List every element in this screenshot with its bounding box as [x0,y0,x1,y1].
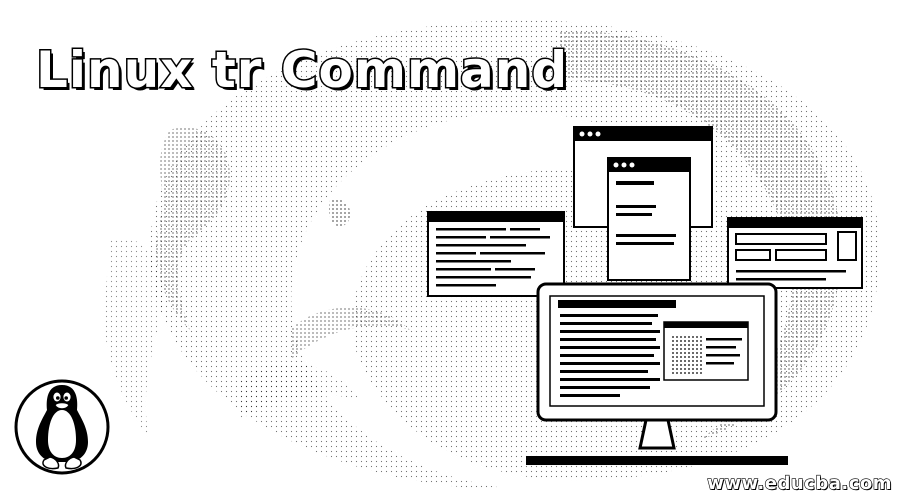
form-window-icon [727,217,863,289]
code-window-icon [427,211,565,297]
tux-penguin-icon [14,379,110,475]
banner-title: Linux tr Command [34,40,569,101]
document-window-icon [607,157,691,281]
site-watermark: www.educba.com [707,472,893,494]
desktop-monitor-icon [526,282,788,465]
